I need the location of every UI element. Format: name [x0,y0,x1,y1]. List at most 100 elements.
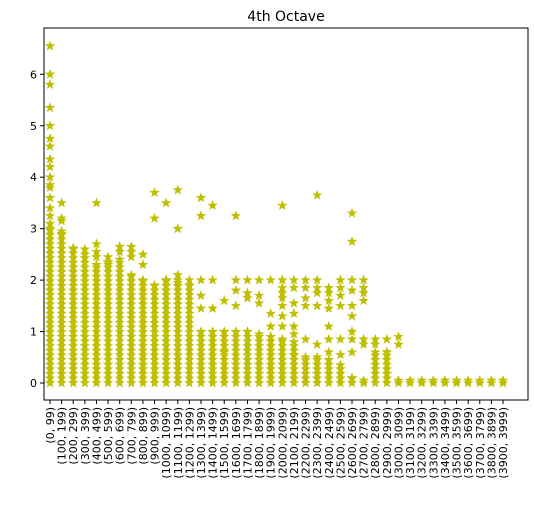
data-point [149,340,160,351]
data-point [68,261,79,272]
data-point [207,331,218,342]
data-point [114,354,125,365]
data-point [44,223,56,234]
data-point [207,302,218,313]
data-point [335,300,346,311]
data-point [172,280,183,291]
data-point [242,359,253,369]
data-point [242,372,253,383]
data-point [195,274,207,285]
data-point [323,372,334,383]
data-point [68,284,79,295]
data-point [56,377,67,388]
x-tick-label: (200, 299) [67,407,80,465]
x-tick-label: (2900, 2999) [381,407,394,479]
data-point [230,363,242,374]
data-point [44,257,56,268]
data-point [102,321,114,332]
data-point [160,312,172,323]
data-point [91,303,102,314]
data-point [114,372,125,383]
data-point [265,345,276,356]
data-point [149,359,160,369]
data-point [253,377,265,388]
x-tick-label: (900, 999) [149,407,162,465]
x-tick-label: (1400, 1499) [207,407,220,479]
data-point [172,294,183,305]
data-point [172,274,183,285]
data-point [184,372,195,383]
data-point [160,308,172,318]
data-point [79,266,91,277]
y-tick-label: 1 [30,326,37,339]
data-point [230,284,242,295]
data-point [102,266,114,277]
data-point [102,317,114,328]
data-point [277,363,288,374]
data-point [126,303,137,314]
data-point [195,368,207,379]
data-point [56,340,67,351]
data-point [91,368,102,379]
data-point [323,287,334,298]
data-point [102,345,114,356]
data-point [56,266,67,277]
data-point [91,331,102,342]
data-point [68,275,79,286]
data-point [56,359,67,369]
x-tick-label: (3600, 3699) [462,407,475,479]
data-point [288,336,300,347]
x-tick-label: (2100, 2199) [288,407,301,479]
data-point [346,377,358,388]
data-point [114,280,125,291]
data-point [242,331,253,342]
data-point [358,274,369,285]
data-point [300,363,311,374]
x-tick-label: (2300, 2399) [311,407,324,479]
data-point [358,374,369,385]
data-point [300,377,311,388]
data-point [265,349,276,360]
data-point [91,284,102,295]
data-point [288,377,300,388]
data-point [56,294,67,305]
data-point [114,246,125,257]
data-point [44,303,56,314]
data-point [160,321,172,332]
data-point [44,321,56,332]
data-point [126,284,137,295]
data-point [114,377,125,388]
data-point [207,359,218,369]
data-point [149,326,160,337]
data-point [56,349,67,360]
data-point [160,331,172,342]
data-point [126,317,137,328]
data-point [184,308,195,318]
x-tick-label: (100, 199) [56,407,69,465]
data-point [126,340,137,351]
data-point [219,368,230,379]
data-point [79,321,91,332]
data-point [346,310,358,321]
x-tick-label: (400, 499) [90,407,103,465]
data-point [230,354,242,365]
data-point [44,161,56,172]
data-point [311,189,323,200]
data-point [381,363,393,374]
data-point [79,294,91,305]
data-point [149,349,160,360]
data-point [91,271,102,281]
data-point [137,345,149,356]
x-tick-label: (300, 399) [79,407,92,465]
data-point [195,377,207,388]
data-point [79,308,91,318]
data-point [114,284,125,295]
data-point [370,377,381,388]
data-point [358,295,369,306]
data-point [44,218,56,228]
data-point [149,298,160,309]
data-point [160,349,172,360]
data-point [253,335,265,346]
data-point [79,280,91,291]
data-point [126,326,137,337]
